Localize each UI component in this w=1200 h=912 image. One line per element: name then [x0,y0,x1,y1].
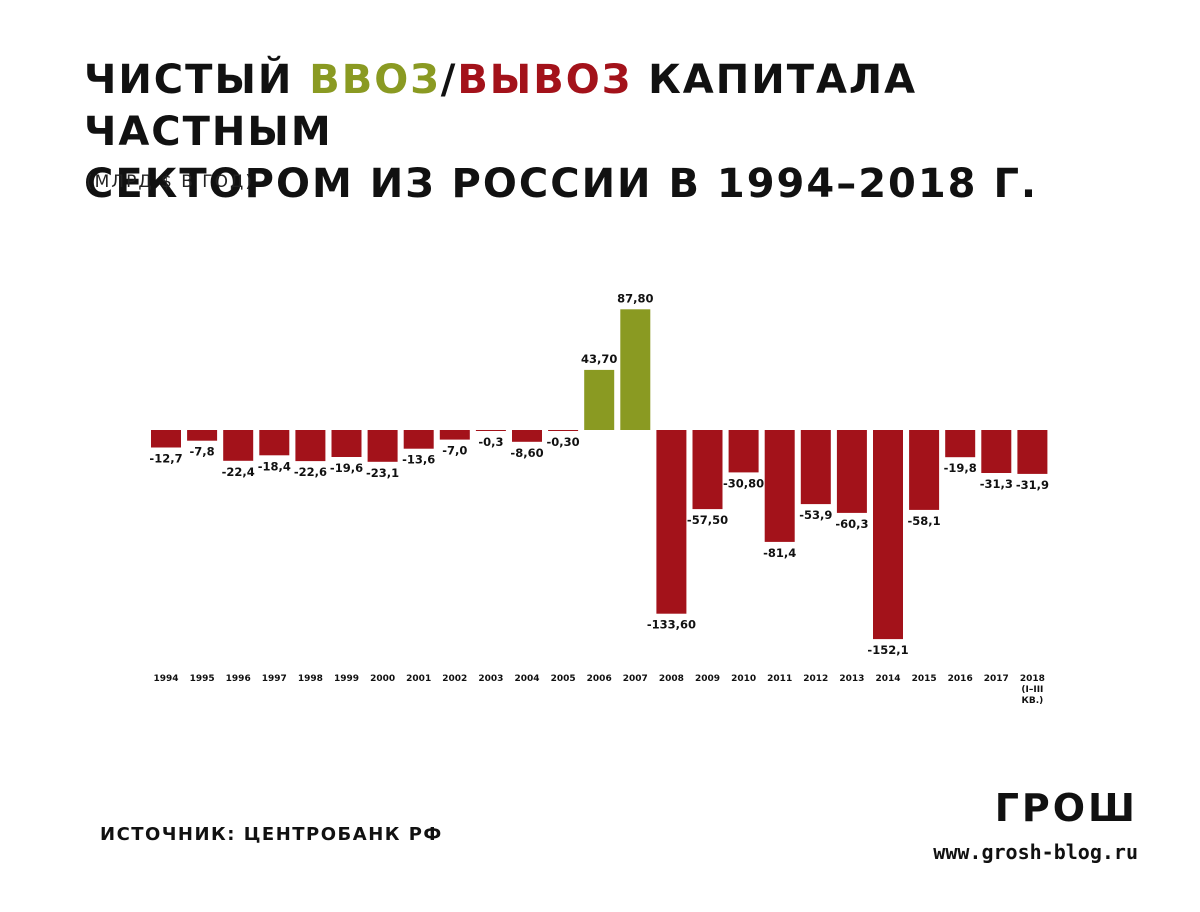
tick-label-1998: 1998 [298,674,323,684]
value-label-2009: -57,50 [687,513,728,527]
bar-2014 [873,430,903,640]
bar-2002 [439,430,470,440]
value-label-2000: -23,1 [366,466,399,480]
value-labels-layer: -12,7 -7,8-22,4 -18,4 -22,6 -19,6 -23,1-13,6-… [149,291,1049,657]
value-label-2016: -19,8 [944,461,977,475]
tick-label-2018: 2018 (I–III КВ.) [1020,674,1045,706]
bar-2009 [692,430,723,510]
bar-1997 [259,430,290,456]
bar-2003 [475,430,506,431]
value-label-2008: -133,60 [647,618,696,632]
value-label-2010: -30,80 [723,476,764,490]
value-label-1995: -7,8 [190,445,215,459]
tick-label-2015: 2015 [912,674,937,684]
value-label-1998: -22,6 [294,465,327,479]
value-label-2006: 43,70 [581,352,617,366]
bar-1998 [295,430,326,462]
bar-2000 [367,430,398,462]
bar-2008 [656,430,687,614]
title-part1: ЧИСТЫЙ [84,57,310,103]
bar-2007 [620,309,651,430]
value-label-1996: -22,4 [222,465,255,479]
value-label-2014: -152,1 [867,643,908,657]
value-label-1994: -12,7 [149,452,182,466]
bar-2016 [945,430,976,458]
bar-2001 [403,430,434,449]
tick-label-2011: 2011 [767,674,792,684]
value-label-2001: -13,6 [402,453,435,467]
title-line1-rest: КАПИТАЛА ЧАСТНЫМ [84,57,918,155]
bar-1999 [331,430,362,457]
page-title: ЧИСТЫЙ ВВОЗ/ВЫВОЗ КАПИТАЛА ЧАСТНЫМ СЕКТО… [84,54,1084,210]
tick-label-1999: 1999 [334,674,359,684]
tick-label-1995: 1995 [190,674,215,684]
tick-label-2013: 2013 [839,674,864,684]
bar-2018 [1017,430,1048,474]
tick-label-1994: 1994 [153,674,178,684]
value-label-2013: -60,3 [835,517,868,531]
title-inflow-word: ВВОЗ [309,57,441,103]
value-label-1997: -18,4 [258,459,291,473]
value-label-1999: -19,6 [330,461,363,475]
value-label-2007: 87,80 [617,291,653,305]
bar-2011 [764,430,795,542]
title-line2: СЕКТОРОМ ИЗ РОССИИ В 1994–2018 Г. [84,161,1039,207]
tick-label-2016: 2016 [948,674,973,684]
value-label-2002: -7,0 [442,444,467,458]
tick-label-1996: 1996 [226,674,251,684]
website-url: www.grosh-blog.ru [933,840,1138,864]
tick-label-2010: 2010 [731,674,756,684]
bar-2017 [981,430,1012,473]
tick-label-2007: 2007 [623,674,648,684]
tick-label-2000: 2000 [370,674,395,684]
tick-label-2005: 2005 [551,674,576,684]
bar-1995 [187,430,218,441]
value-label-2012: -53,9 [799,508,832,522]
chart-subtitle: (МЛРД $ В ГОД) [86,172,254,192]
value-label-2004: -8,60 [510,446,543,460]
title-slash: / [440,57,458,103]
x-axis-tick-labels: 1994 1995 1996 1997 1998 1999 2000 2001 2002 2003… [153,674,1044,706]
bar-2006 [584,369,615,430]
bar-2012 [800,430,831,505]
bars-layer [151,309,1048,640]
value-label-2015: -58,1 [908,514,941,528]
tick-label-2002: 2002 [442,674,467,684]
value-label-2017: -31,3 [980,477,1013,491]
tick-label-2012: 2012 [803,674,828,684]
source-note: ИСТОЧНИК: ЦЕНТРОБАНК РФ [100,824,443,845]
bar-1994 [151,430,181,448]
tick-label-2003: 2003 [478,674,503,684]
tick-label-2001: 2001 [406,674,431,684]
tick-label-2009: 2009 [695,674,720,684]
tick-label-2014: 2014 [875,674,900,684]
value-label-2003: -0,3 [478,435,503,449]
value-label-2011: -81,4 [763,546,796,560]
bar-2013 [836,430,867,513]
bar-1996 [223,430,254,461]
tick-label-2017: 2017 [984,674,1009,684]
bar-2004 [512,430,542,442]
tick-label-1997: 1997 [262,674,287,684]
value-label-2005: -0,30 [547,435,580,449]
title-outflow-word: ВЫВОЗ [457,57,633,103]
bar-2010 [728,430,759,473]
tick-label-2004: 2004 [514,674,539,684]
value-label-2018: -31,9 [1016,478,1049,492]
bar-2015 [909,430,940,510]
tick-label-2006: 2006 [587,674,612,684]
bar-2005 [548,430,579,431]
grosh-logo: ГРОШ [994,786,1138,830]
capital-flow-chart: -12,7 -7,8-22,4 -18,4 -22,6 -19,6 -23,1-13,6-… [149,291,1049,706]
tick-label-2008: 2008 [659,674,684,684]
